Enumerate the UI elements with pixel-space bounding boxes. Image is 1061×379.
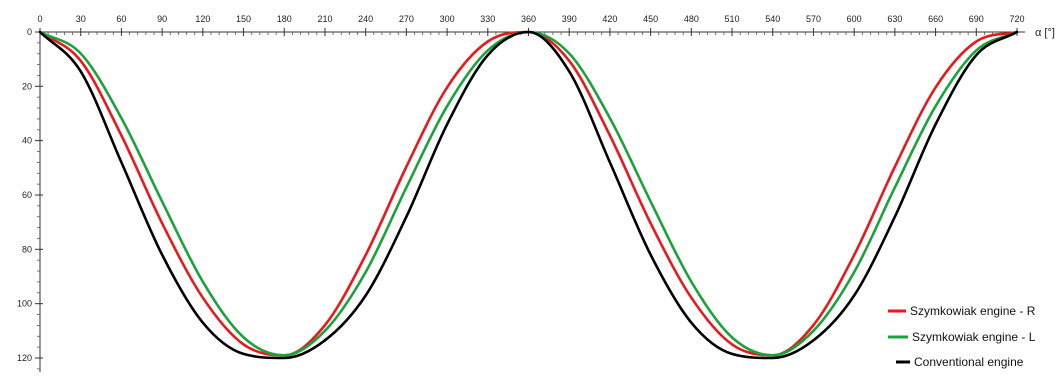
- legend: Szymkowiak engine - R Szymkowiak engine -…: [888, 304, 1036, 369]
- x-tick-label: 300: [440, 14, 455, 24]
- legend-label-szymkowiak-engine-l: Szymkowiak engine - L: [912, 330, 1036, 344]
- x-tick-label: 420: [602, 14, 617, 24]
- x-axis-label: α [°]: [1035, 27, 1055, 39]
- y-tick-label: 80: [22, 244, 32, 254]
- y-tick-label: 100: [17, 299, 32, 309]
- y-tick-label: 0: [27, 27, 32, 37]
- legend-label-conventional-engine: Conventional engine: [914, 355, 1024, 369]
- x-tick-label: 600: [847, 14, 862, 24]
- x-tick-label: 660: [928, 14, 943, 24]
- y-tick-label: 20: [22, 81, 32, 91]
- x-tick-label: 120: [195, 14, 210, 24]
- axes: 0 30 60 90 120 150 180 210 240 270 300 330 360 390 420…: [17, 14, 1055, 372]
- y-axis-ticks: 0 20 40 60 80 100 120: [17, 27, 43, 370]
- y-tick-label: 60: [22, 190, 32, 200]
- x-tick-label: 180: [277, 14, 292, 24]
- x-tick-label: 720: [1009, 14, 1024, 24]
- x-tick-label: 270: [399, 14, 414, 24]
- series-line-conventional-engine: [38, 30, 1019, 360]
- x-tick-label: 630: [887, 14, 902, 24]
- y-tick-label: 40: [22, 136, 32, 146]
- x-tick-label: 540: [765, 14, 780, 24]
- x-tick-label: 390: [562, 14, 577, 24]
- x-tick-label: 450: [643, 14, 658, 24]
- x-tick-label: 510: [725, 14, 740, 24]
- x-tick-label: 30: [76, 14, 86, 24]
- series-line-szymkowiak-engine-l: [38, 30, 1019, 357]
- x-tick-label: 60: [116, 14, 126, 24]
- x-tick-label: 360: [521, 14, 536, 24]
- x-tick-label: 210: [317, 14, 332, 24]
- series-line-szymkowiak-engine-r: [38, 30, 1019, 357]
- x-axis-ticks: 0 30 60 90 120 150 180 210 240 270 300 330 360 390 420…: [37, 14, 1025, 36]
- series-group: [38, 30, 1019, 360]
- x-tick-label: 0: [37, 14, 42, 24]
- x-tick-label: 240: [358, 14, 373, 24]
- x-tick-label: 570: [806, 14, 821, 24]
- x-tick-label: 690: [969, 14, 984, 24]
- x-tick-label: 330: [480, 14, 495, 24]
- x-tick-label: 90: [157, 14, 167, 24]
- legend-label-szymkowiak-engine-r: Szymkowiak engine - R: [910, 304, 1036, 318]
- x-tick-label: 480: [684, 14, 699, 24]
- x-tick-label: 150: [236, 14, 251, 24]
- y-tick-label: 120: [17, 353, 32, 363]
